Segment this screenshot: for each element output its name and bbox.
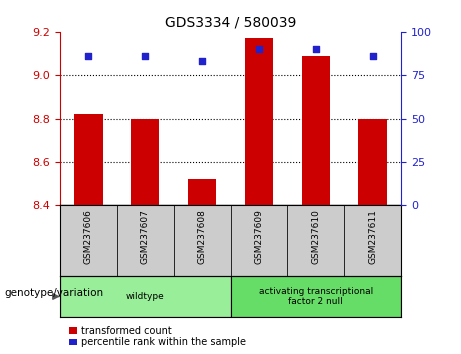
Bar <box>287 205 344 276</box>
Text: GSM237610: GSM237610 <box>311 209 320 264</box>
Bar <box>358 119 387 205</box>
Text: GSM237611: GSM237611 <box>368 209 377 264</box>
Point <box>142 53 149 59</box>
Bar <box>301 56 330 205</box>
Bar <box>60 276 230 317</box>
Bar <box>117 205 174 276</box>
Bar <box>60 205 117 276</box>
Point <box>369 53 376 59</box>
Text: wildtype: wildtype <box>126 292 165 301</box>
Text: GSM237608: GSM237608 <box>198 209 207 264</box>
Text: GSM237609: GSM237609 <box>254 209 263 264</box>
Point <box>198 58 206 64</box>
Point <box>312 46 319 52</box>
Text: genotype/variation: genotype/variation <box>5 288 104 298</box>
Text: transformed count: transformed count <box>81 326 171 336</box>
Point <box>85 53 92 59</box>
Bar <box>230 205 287 276</box>
Point <box>255 46 263 52</box>
Text: activating transcriptional
factor 2 null: activating transcriptional factor 2 null <box>259 287 373 306</box>
Bar <box>230 276 401 317</box>
Text: GSM237607: GSM237607 <box>141 209 150 264</box>
Bar <box>174 205 230 276</box>
Bar <box>245 38 273 205</box>
Title: GDS3334 / 580039: GDS3334 / 580039 <box>165 15 296 29</box>
Bar <box>74 114 102 205</box>
Bar <box>131 119 160 205</box>
Bar <box>188 179 216 205</box>
Text: percentile rank within the sample: percentile rank within the sample <box>81 337 246 347</box>
Bar <box>344 205 401 276</box>
Text: GSM237606: GSM237606 <box>84 209 93 264</box>
